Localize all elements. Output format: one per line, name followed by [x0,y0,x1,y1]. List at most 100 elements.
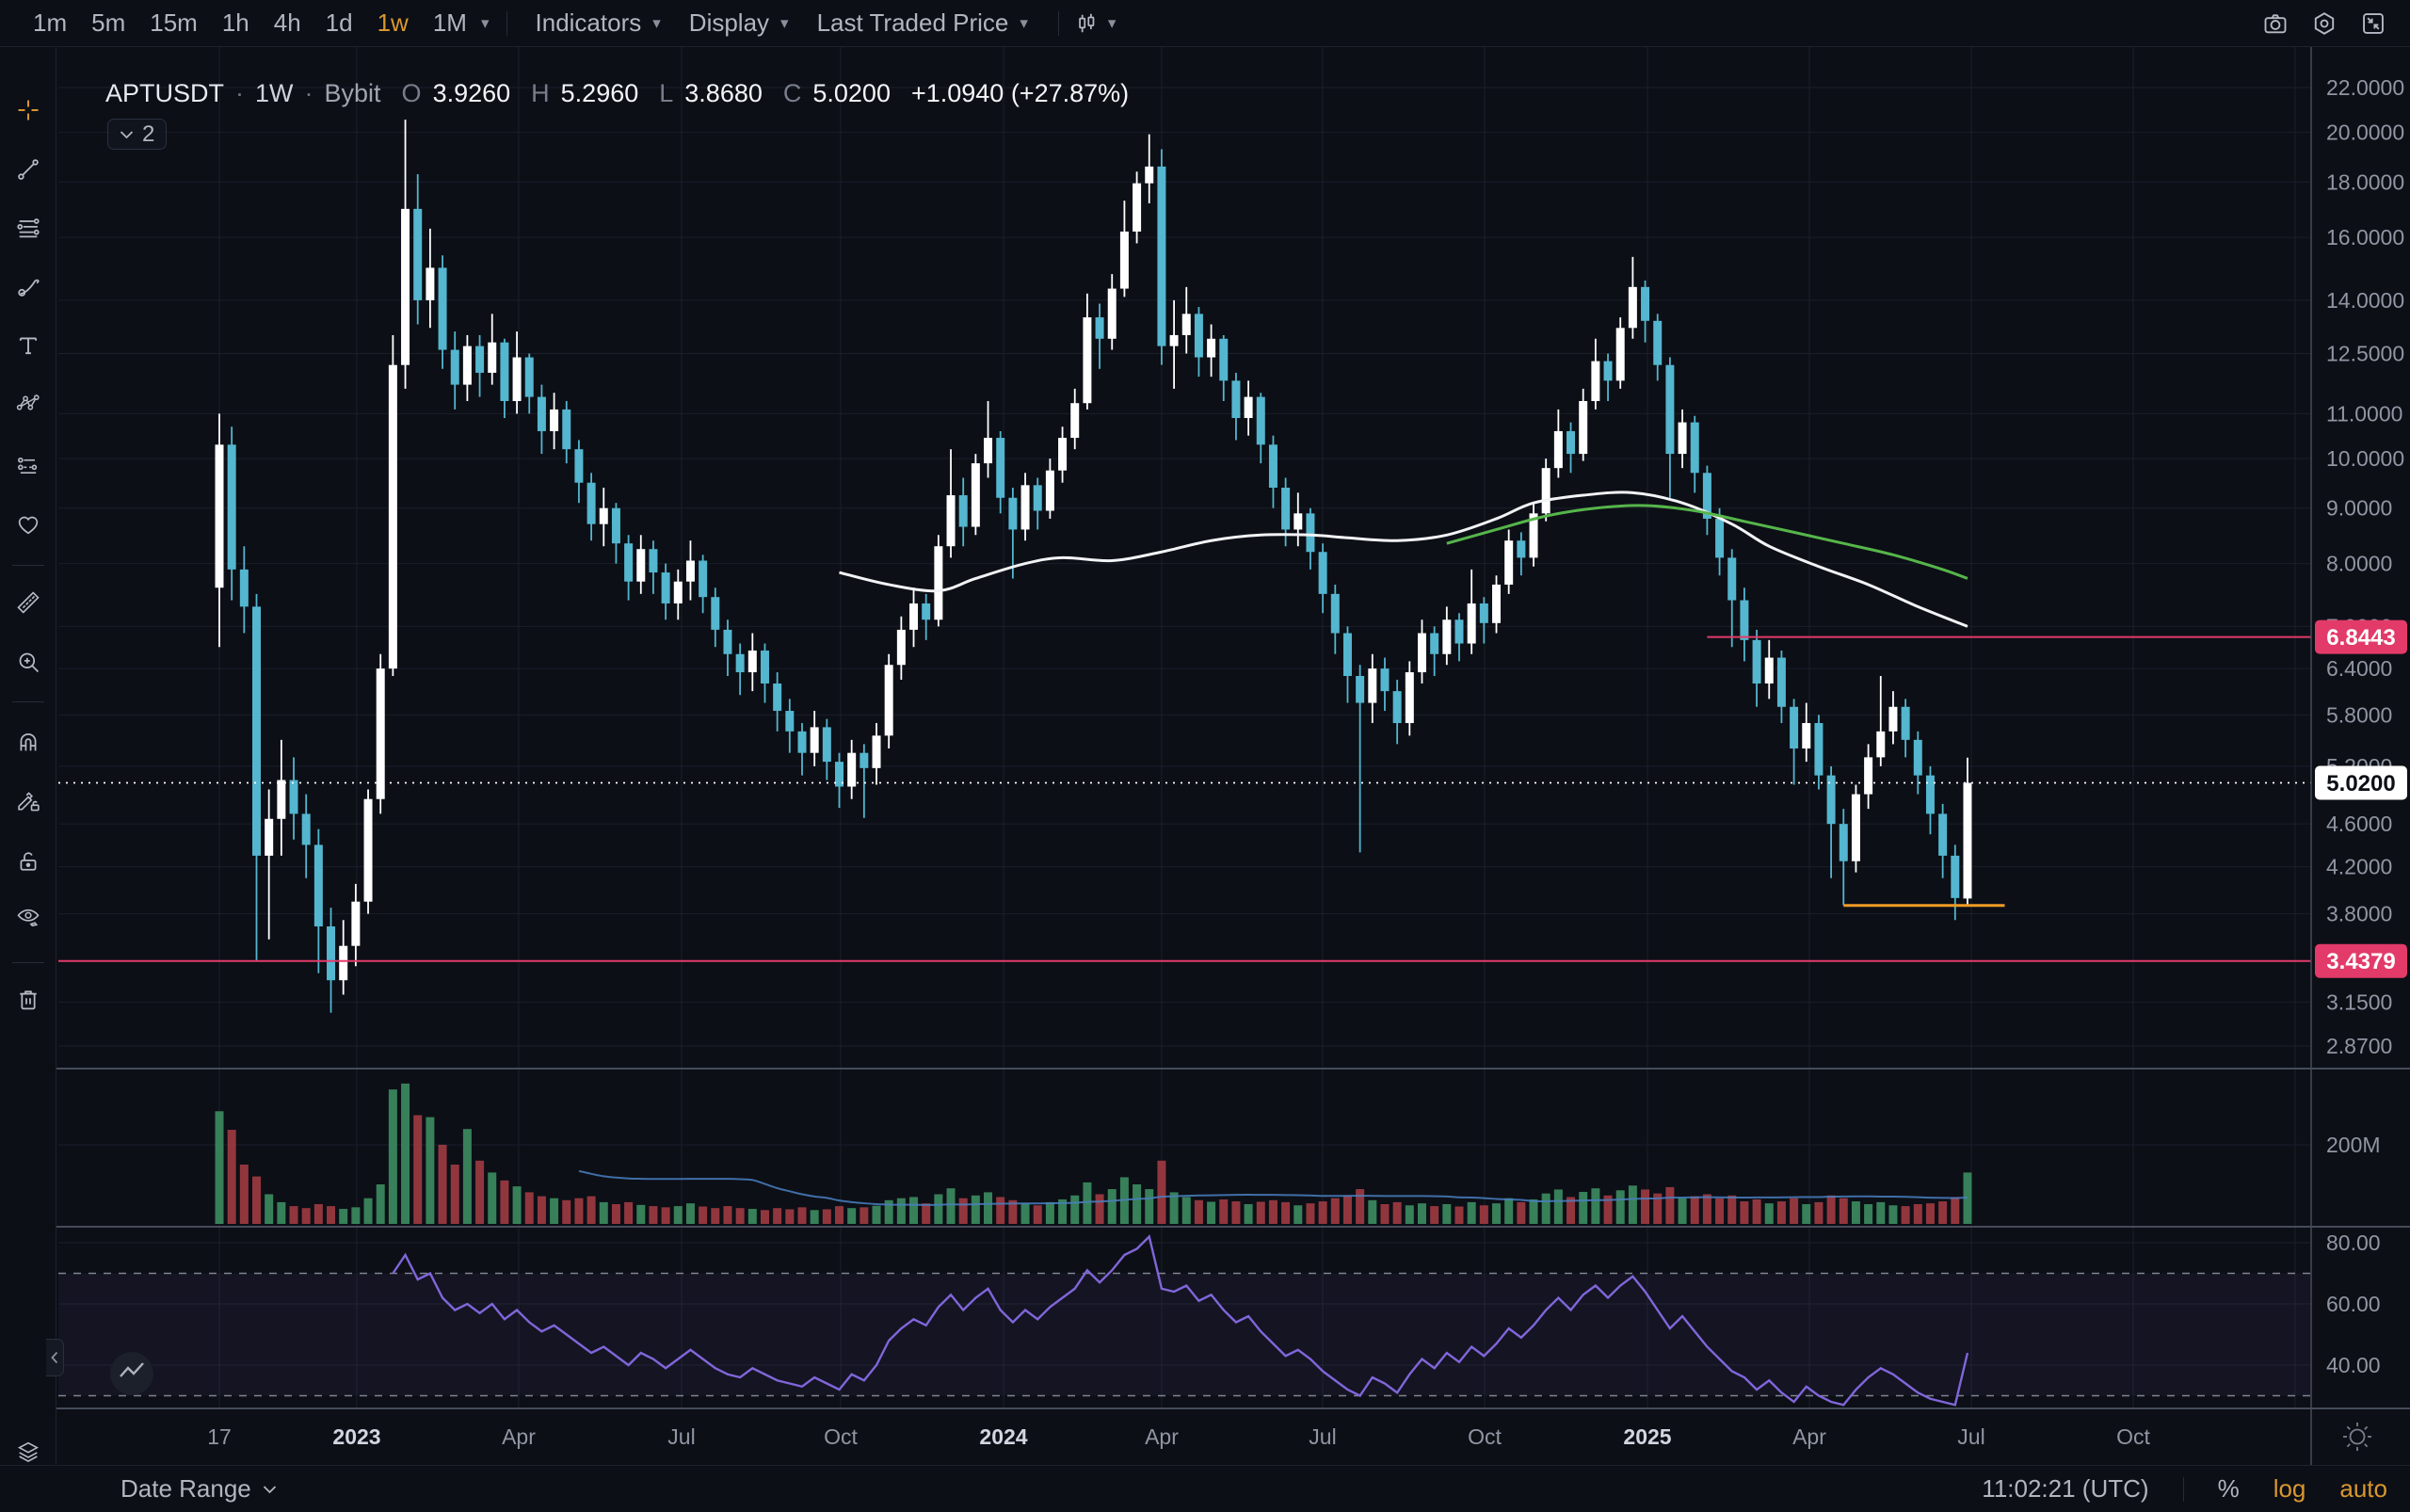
menu-display[interactable]: Display ▾ [676,3,804,43]
open-value: 3.9260 [432,79,511,107]
timeframe-15m[interactable]: 15m [137,3,210,43]
chart-style-button[interactable]: ▾ [1074,5,1118,42]
zoom-in-icon [19,652,40,673]
svg-text:3.1500: 3.1500 [2326,989,2392,1014]
rsi-line [392,1234,1969,1407]
toolbar-divider [1057,10,1059,36]
projection-tool[interactable] [15,452,41,478]
clock-utc[interactable]: 11:02:21 (UTC) [1982,1474,2149,1503]
toolbar-separator [12,565,44,566]
unlocked-padlock-icon [20,852,37,871]
time-axis[interactable]: 17 2023 Apr Jul Oct 2024 Apr Jul Oct 2025 Apr Jul Oc… [207,1424,2150,1449]
svg-text:Apr: Apr [1145,1424,1179,1449]
svg-text:3.8000: 3.8000 [2326,902,2392,926]
trend-line-icon [18,159,39,180]
trend-line-tool[interactable] [15,156,41,183]
lock-all-drawings-tool[interactable] [15,848,41,875]
svg-text:Oct: Oct [824,1424,858,1449]
price-axis[interactable]: 22.0000 20.0000 18.0000 16.0000 14.0000 12.50… [2315,75,2407,1377]
candle-series [215,120,1972,1013]
svg-text:3.4379: 3.4379 [2326,949,2395,974]
timeframe-5m[interactable]: 5m [79,3,137,43]
svg-text:16.0000: 16.0000 [2326,225,2404,249]
svg-text:2023: 2023 [332,1424,380,1449]
drawing-mode-lock-tool[interactable] [15,787,41,813]
timeframe-1M[interactable]: 1M [421,3,479,43]
object-tree-tool[interactable] [15,1439,41,1465]
svg-text:8.0000: 8.0000 [2326,552,2392,576]
high-value: 5.2960 [560,79,639,107]
hide-drawings-tool[interactable] [15,904,41,930]
svg-text:9.0000: 9.0000 [2326,496,2392,521]
svg-text:4.2000: 4.2000 [2326,855,2392,879]
symbol-name[interactable]: APTUSDT [105,79,225,107]
collapse-toolbar-tab[interactable] [46,1339,64,1376]
svg-text:Oct: Oct [2116,1424,2150,1449]
xabcd-pattern-icon [16,394,40,410]
top-toolbar: 1m 5m 15m 1h 4h 1d 1w 1M ▾ Indicators ▾ Display ▾ L… [0,0,2410,47]
low-label: L [659,79,674,107]
magnet-icon [20,733,37,751]
price-badge-6.8443: 6.8443 [2315,619,2407,654]
percent-scale-button[interactable]: % [2217,1474,2240,1503]
magnet-tool[interactable] [15,729,41,755]
collapsed-indicator-count: 2 [142,121,155,147]
bottom-bar-right: 11:02:21 (UTC) % log auto [1982,1474,2387,1504]
fib-retracement-tool[interactable] [15,215,41,241]
menu-indicators[interactable]: Indicators ▾ [522,3,676,43]
crosshair-tool[interactable] [15,97,41,123]
menu-last-traded-price[interactable]: Last Traded Price ▾ [804,3,1043,43]
text-tool[interactable] [15,332,41,359]
bottom-bar-divider [2182,1476,2184,1502]
svg-text:Jul: Jul [1309,1424,1336,1449]
auto-scale-button[interactable]: auto [2339,1474,2387,1503]
fib-lines-icon [17,218,40,238]
emoji-tool[interactable] [15,511,41,538]
toolbar-divider [506,10,507,36]
timeframe-1h[interactable]: 1h [210,3,262,43]
indicators-collapse-toggle[interactable]: 2 [107,119,168,150]
brush-tool[interactable] [15,274,41,300]
svg-text:200M: 200M [2326,1133,2381,1157]
header-right-group [2256,5,2410,42]
measure-tool[interactable] [15,589,41,616]
ruler-icon [17,591,40,614]
tradingview-watermark [110,1352,153,1395]
close-value: 5.0200 [812,79,891,107]
layers-icon [17,1441,40,1462]
chevron-down-icon [263,1485,276,1493]
text-icon [19,337,38,355]
timeframe-1m[interactable]: 1m [21,3,79,43]
timeframe-4h[interactable]: 4h [262,3,313,43]
symbol-legend: APTUSDT · 1W · Bybit O 3.9260 H 5.2960 L 3.… [105,79,1129,108]
chart-style-caret-icon: ▾ [1107,13,1117,32]
xabcd-pattern-tool[interactable] [15,390,41,416]
price-chart[interactable]: 22.0000 20.0000 18.0000 16.0000 14.0000 12.50… [56,47,2410,1512]
timeframe-1w[interactable]: 1w [365,3,421,43]
rsi-band [58,1273,2311,1396]
volume-ma-line [578,1169,1968,1206]
interval-label[interactable]: 1W [255,79,294,107]
candlestick-style-icon [1079,13,1095,32]
timeframe-menu-caret-icon[interactable]: ▾ [480,13,490,32]
remove-drawings-tool[interactable] [15,987,41,1013]
zoom-in-tool[interactable] [15,649,41,675]
svg-text:2024: 2024 [979,1424,1027,1449]
brush-icon [18,279,40,297]
svg-text:40.00: 40.00 [2326,1353,2381,1377]
svg-text:Jul: Jul [1957,1424,1984,1449]
log-scale-button[interactable]: log [2273,1474,2306,1503]
date-range-button[interactable]: Date Range [120,1474,277,1504]
brightness-icon[interactable] [2343,1423,2371,1451]
svg-text:10.0000: 10.0000 [2326,446,2404,471]
toolbar-separator [12,701,44,702]
chart-settings-button[interactable] [2305,5,2344,42]
svg-text:17: 17 [207,1424,232,1449]
low-value: 3.8680 [684,79,763,107]
change-value: +1.0940 (+27.87%) [910,79,1130,107]
timeframe-group: 1m 5m 15m 1h 4h 1d 1w 1M [21,3,479,43]
date-range-label: Date Range [120,1474,251,1503]
screenshot-button[interactable] [2256,5,2295,42]
fullscreen-exit-button[interactable] [2354,5,2393,42]
timeframe-1d[interactable]: 1d [313,3,365,43]
